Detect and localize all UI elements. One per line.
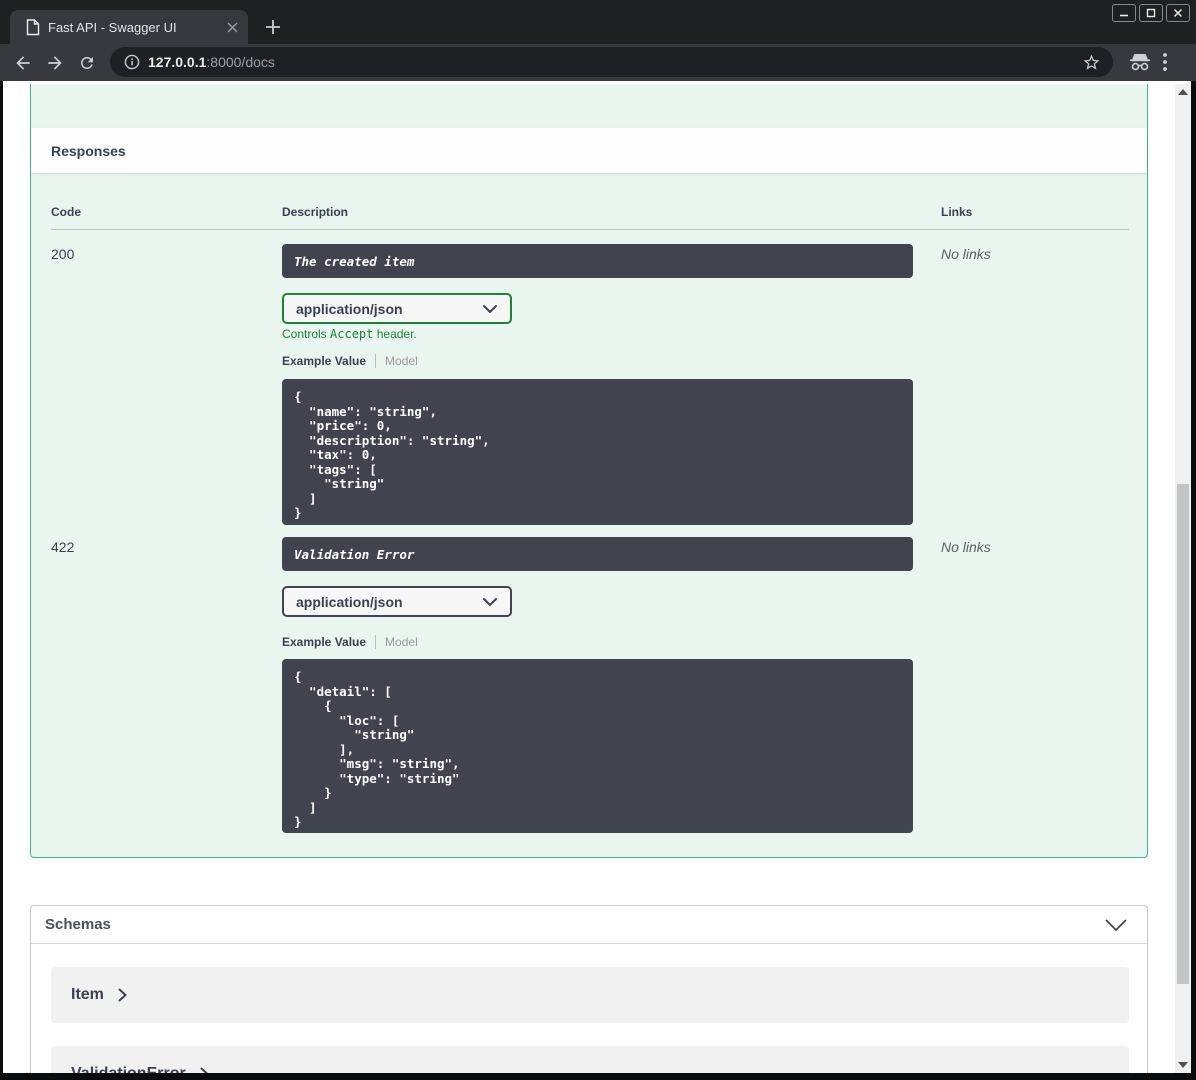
- swagger-page: Responses Code Description Links 200 The…: [3, 81, 1191, 1073]
- media-type-value-200: application/json: [296, 300, 403, 317]
- page-scrollbar[interactable]: [1175, 84, 1191, 1073]
- tab-divider: [375, 635, 377, 649]
- url-path: :8000/docs: [206, 54, 275, 70]
- note-part-1: Controls: [282, 327, 331, 341]
- schema-item-label: Item: [71, 986, 104, 1003]
- browser-menu-icon[interactable]: [1162, 52, 1168, 72]
- example-json-200[interactable]: { "name": "string", "price": 0, "descrip…: [282, 379, 913, 525]
- responses-title: Responses: [51, 142, 126, 159]
- refresh-button[interactable]: [75, 51, 99, 75]
- column-header-links: Links: [941, 205, 973, 219]
- response-description-200: The created item: [282, 244, 913, 278]
- response-code-422: 422: [51, 539, 75, 555]
- controls-accept-note: Controls Accept header.: [282, 327, 417, 341]
- new-tab-button[interactable]: [260, 14, 286, 40]
- browser-toolbar: 127.0.0.1:8000/docs: [0, 44, 1196, 81]
- chevron-down-icon: [483, 597, 497, 606]
- chevron-right-icon: [118, 988, 127, 1002]
- example-json-422-code: { "detail": [ { "loc": [ "string" ], "ms…: [294, 669, 460, 829]
- schemas-title: Schemas: [45, 916, 111, 933]
- example-json-422[interactable]: { "detail": [ { "loc": [ "string" ], "ms…: [282, 659, 913, 833]
- forward-button[interactable]: [43, 51, 67, 75]
- minimize-button[interactable]: [1112, 4, 1136, 22]
- tab-title: Fast API - Swagger UI: [48, 19, 177, 35]
- note-part-2: Accept: [330, 327, 374, 341]
- responses-section-header: Responses: [31, 128, 1147, 173]
- scroll-down-arrow-icon[interactable]: [1178, 1062, 1188, 1068]
- page-favicon-icon: [26, 18, 40, 36]
- chevron-down-icon[interactable]: [1105, 918, 1127, 931]
- note-part-3: header.: [373, 327, 417, 341]
- url-host: 127.0.0.1: [148, 54, 207, 70]
- tab-divider: [375, 354, 377, 368]
- example-model-tabs-422: Example Value Model: [282, 635, 418, 649]
- scroll-up-arrow-icon[interactable]: [1178, 89, 1188, 95]
- tab-close-icon[interactable]: [227, 22, 238, 33]
- column-header-description: Description: [282, 205, 349, 219]
- media-type-select-422[interactable]: application/json: [282, 586, 512, 617]
- browser-titlebar: Fast API - Swagger UI: [0, 0, 1196, 44]
- chevron-right-icon: [200, 1067, 208, 1073]
- tab-example-value-422[interactable]: Example Value: [282, 635, 367, 649]
- url-text[interactable]: 127.0.0.1:8000/docs: [148, 54, 1082, 70]
- schemas-header[interactable]: Schemas: [31, 906, 1147, 944]
- tab-model-200[interactable]: Model: [385, 354, 418, 368]
- tab-example-value-200[interactable]: Example Value: [282, 354, 367, 368]
- bookmark-star-icon[interactable]: [1082, 53, 1101, 72]
- close-button[interactable]: [1166, 4, 1190, 22]
- response-description-422-text: Validation Error: [294, 546, 415, 562]
- links-cell-200: No links: [941, 246, 991, 262]
- table-head-divider: [51, 229, 1129, 230]
- response-code-200: 200: [51, 246, 75, 262]
- example-json-200-code: { "name": "string", "price": 0, "descrip…: [294, 389, 490, 520]
- browser-tab[interactable]: Fast API - Swagger UI: [10, 10, 248, 44]
- example-model-tabs-200: Example Value Model: [282, 354, 418, 368]
- response-description-422: Validation Error: [282, 537, 913, 571]
- column-header-code: Code: [51, 205, 81, 219]
- back-button[interactable]: [11, 51, 35, 75]
- links-cell-422: No links: [941, 539, 991, 555]
- response-description-200-text: The created item: [294, 253, 415, 269]
- media-type-value-422: application/json: [296, 593, 403, 610]
- site-info-icon[interactable]: [124, 54, 140, 70]
- tab-model-422[interactable]: Model: [385, 635, 418, 649]
- maximize-button[interactable]: [1139, 4, 1163, 22]
- chevron-down-icon: [483, 304, 497, 313]
- scrollbar-thumb[interactable]: [1177, 484, 1189, 984]
- incognito-icon: [1126, 50, 1154, 74]
- media-type-select-200[interactable]: application/json: [282, 293, 512, 324]
- window-controls: [1112, 4, 1190, 22]
- post-opblock-body: Responses Code Description Links 200 The…: [30, 84, 1148, 858]
- schema-item-row[interactable]: Item: [51, 967, 1129, 1023]
- url-bar[interactable]: 127.0.0.1:8000/docs: [110, 47, 1113, 77]
